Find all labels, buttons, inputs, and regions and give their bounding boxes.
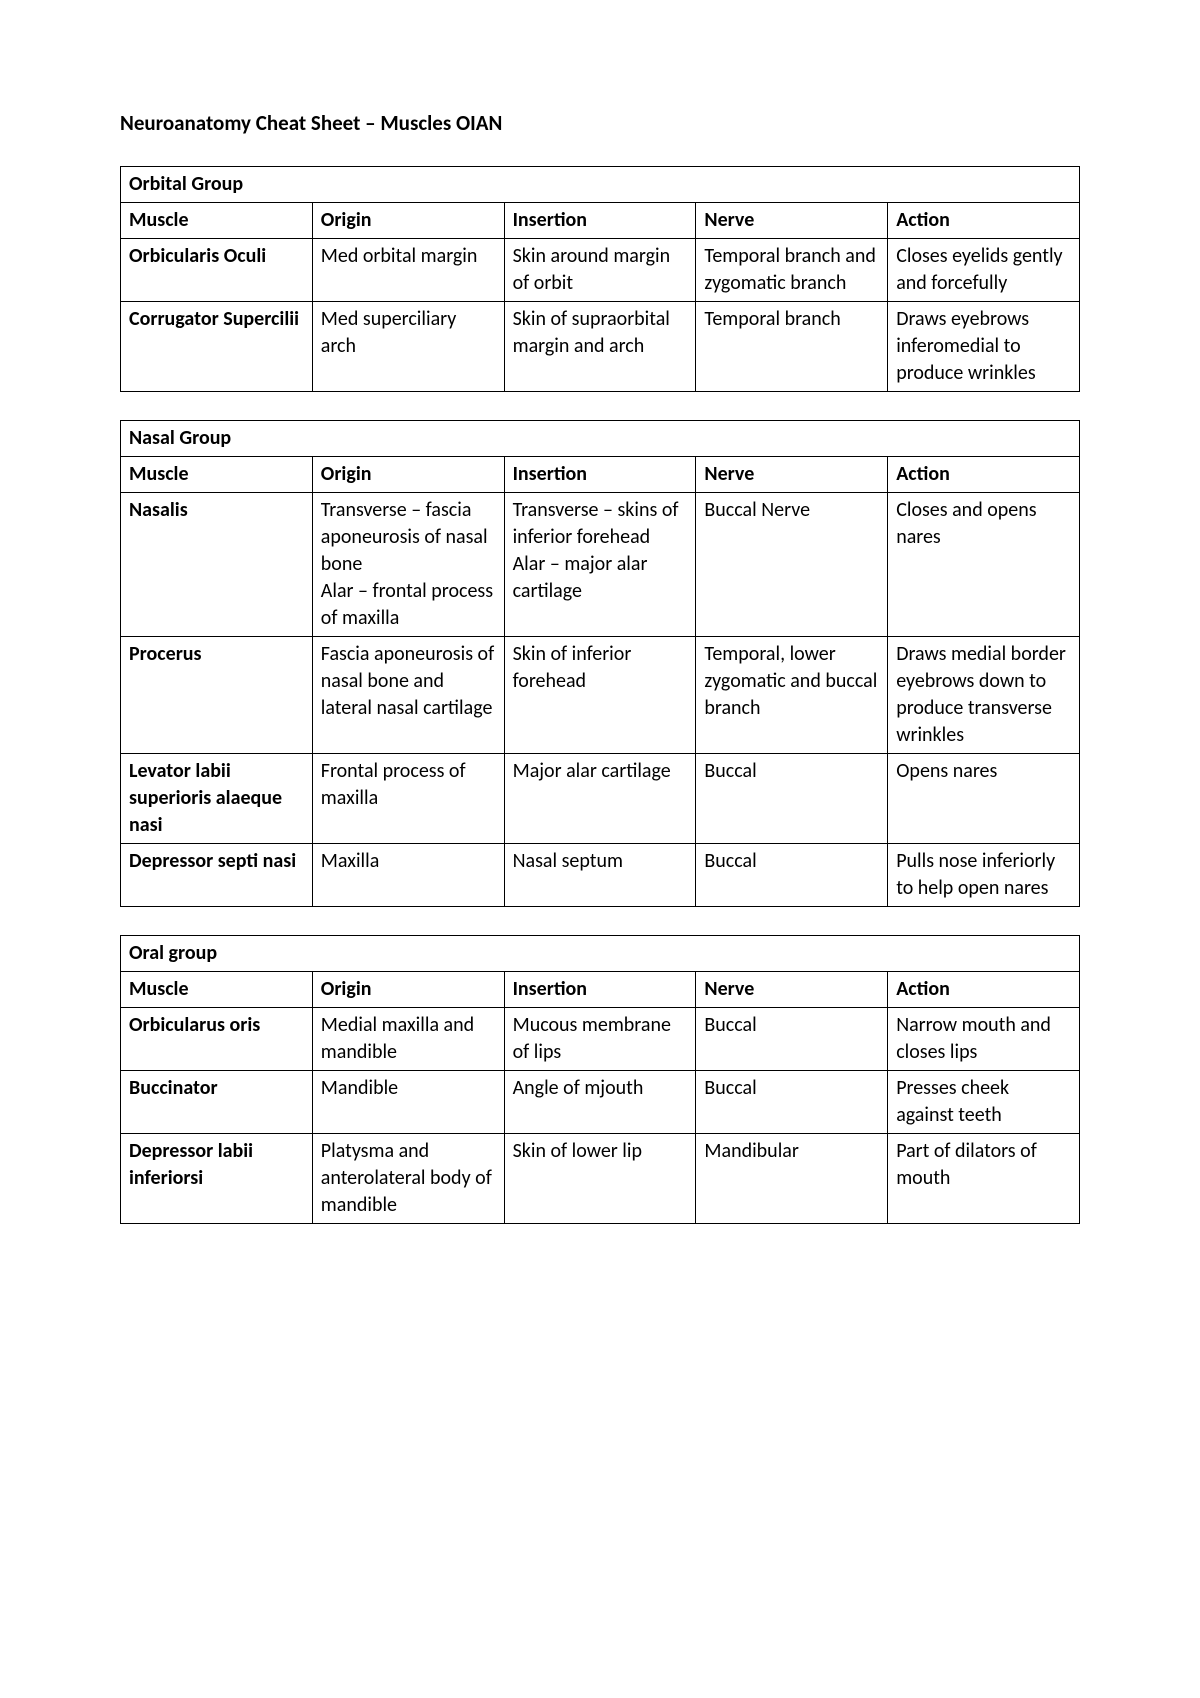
cell-origin: Transverse – fascia aponeurosis of nasal… bbox=[312, 493, 504, 637]
cell-origin: Mandible bbox=[312, 1071, 504, 1134]
column-header: Insertion bbox=[504, 972, 696, 1008]
cell-nerve: Temporal, lower zygomatic and buccal bra… bbox=[696, 637, 888, 754]
cell-muscle: Corrugator Supercilii bbox=[121, 302, 313, 392]
cell-origin: Fascia aponeurosis of nasal bone and lat… bbox=[312, 637, 504, 754]
column-header: Muscle bbox=[121, 972, 313, 1008]
cell-nerve: Temporal branch bbox=[696, 302, 888, 392]
group-header: Orbital Group bbox=[121, 167, 1080, 203]
table-row: Depressor septi nasiMaxillaNasal septumB… bbox=[121, 844, 1080, 907]
cell-muscle: Orbicularis Oculi bbox=[121, 239, 313, 302]
cell-action: Opens nares bbox=[888, 754, 1080, 844]
cell-origin: Platysma and anterolateral body of mandi… bbox=[312, 1134, 504, 1224]
cell-nerve: Buccal bbox=[696, 754, 888, 844]
page-title: Neuroanatomy Cheat Sheet – Muscles OIAN bbox=[120, 110, 1080, 136]
column-header: Action bbox=[888, 203, 1080, 239]
table-row: Depressor labii inferiorsiPlatysma and a… bbox=[121, 1134, 1080, 1224]
group-header: Oral group bbox=[121, 936, 1080, 972]
cell-insertion: Mucous membrane of lips bbox=[504, 1008, 696, 1071]
table-row: Corrugator SuperciliiMed superciliary ar… bbox=[121, 302, 1080, 392]
cell-origin: Frontal process of maxilla bbox=[312, 754, 504, 844]
tables-container: Orbital GroupMuscleOriginInsertionNerveA… bbox=[120, 166, 1080, 1224]
muscle-table: Orbital GroupMuscleOriginInsertionNerveA… bbox=[120, 166, 1080, 392]
cell-nerve: Buccal bbox=[696, 1071, 888, 1134]
column-header: Origin bbox=[312, 203, 504, 239]
cell-muscle: Orbicularus oris bbox=[121, 1008, 313, 1071]
cell-action: Narrow mouth and closes lips bbox=[888, 1008, 1080, 1071]
column-header: Origin bbox=[312, 457, 504, 493]
column-header: Insertion bbox=[504, 203, 696, 239]
table-row: Orbicularis OculiMed orbital marginSkin … bbox=[121, 239, 1080, 302]
cell-muscle: Buccinator bbox=[121, 1071, 313, 1134]
cell-action: Part of dilators of mouth bbox=[888, 1134, 1080, 1224]
cell-insertion: Skin of lower lip bbox=[504, 1134, 696, 1224]
cell-insertion: Major alar cartilage bbox=[504, 754, 696, 844]
cell-nerve: Buccal Nerve bbox=[696, 493, 888, 637]
page: Neuroanatomy Cheat Sheet – Muscles OIAN … bbox=[0, 0, 1200, 1698]
cell-action: Draws medial border eyebrows down to pro… bbox=[888, 637, 1080, 754]
cell-action: Closes and opens nares bbox=[888, 493, 1080, 637]
muscle-table: Oral groupMuscleOriginInsertionNerveActi… bbox=[120, 935, 1080, 1224]
cell-muscle: Nasalis bbox=[121, 493, 313, 637]
column-header: Action bbox=[888, 972, 1080, 1008]
cell-insertion: Angle of mjouth bbox=[504, 1071, 696, 1134]
table-row: Orbicularus orisMedial maxilla and mandi… bbox=[121, 1008, 1080, 1071]
cell-action: Presses cheek against teeth bbox=[888, 1071, 1080, 1134]
column-header: Action bbox=[888, 457, 1080, 493]
cell-insertion: Nasal septum bbox=[504, 844, 696, 907]
cell-insertion: Skin around margin of orbit bbox=[504, 239, 696, 302]
column-header: Nerve bbox=[696, 972, 888, 1008]
column-header: Insertion bbox=[504, 457, 696, 493]
column-header: Muscle bbox=[121, 457, 313, 493]
cell-nerve: Buccal bbox=[696, 844, 888, 907]
cell-origin: Med superciliary arch bbox=[312, 302, 504, 392]
table-row: BuccinatorMandibleAngle of mjouthBuccalP… bbox=[121, 1071, 1080, 1134]
cell-origin: Maxilla bbox=[312, 844, 504, 907]
table-row: NasalisTransverse – fascia aponeurosis o… bbox=[121, 493, 1080, 637]
cell-muscle: Depressor labii inferiorsi bbox=[121, 1134, 313, 1224]
cell-muscle: Levator labii superioris alaeque nasi bbox=[121, 754, 313, 844]
cell-origin: Med orbital margin bbox=[312, 239, 504, 302]
table-row: ProcerusFascia aponeurosis of nasal bone… bbox=[121, 637, 1080, 754]
table-row: Levator labii superioris alaeque nasiFro… bbox=[121, 754, 1080, 844]
cell-nerve: Mandibular bbox=[696, 1134, 888, 1224]
cell-action: Pulls nose inferiorly to help open nares bbox=[888, 844, 1080, 907]
cell-nerve: Buccal bbox=[696, 1008, 888, 1071]
cell-muscle: Procerus bbox=[121, 637, 313, 754]
muscle-table: Nasal GroupMuscleOriginInsertionNerveAct… bbox=[120, 420, 1080, 907]
column-header: Muscle bbox=[121, 203, 313, 239]
group-header: Nasal Group bbox=[121, 421, 1080, 457]
cell-insertion: Skin of supraorbital margin and arch bbox=[504, 302, 696, 392]
cell-action: Draws eyebrows inferomedial to produce w… bbox=[888, 302, 1080, 392]
column-header: Origin bbox=[312, 972, 504, 1008]
cell-action: Closes eyelids gently and forcefully bbox=[888, 239, 1080, 302]
cell-insertion: Transverse – skins of inferior foreheadA… bbox=[504, 493, 696, 637]
cell-insertion: Skin of inferior forehead bbox=[504, 637, 696, 754]
cell-origin: Medial maxilla and mandible bbox=[312, 1008, 504, 1071]
column-header: Nerve bbox=[696, 203, 888, 239]
cell-nerve: Temporal branch and zygomatic branch bbox=[696, 239, 888, 302]
column-header: Nerve bbox=[696, 457, 888, 493]
cell-muscle: Depressor septi nasi bbox=[121, 844, 313, 907]
